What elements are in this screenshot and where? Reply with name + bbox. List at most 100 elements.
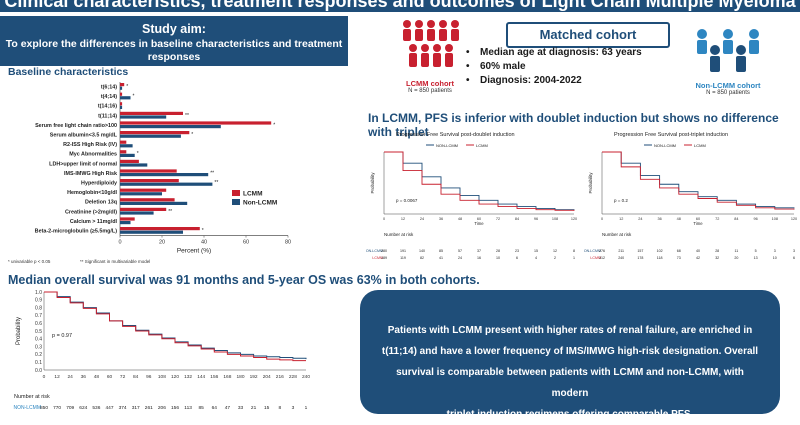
pfs-risk-value: 3 <box>793 249 795 253</box>
bar-category-label: Deletion 13q <box>85 200 117 206</box>
study-aim-text-2: between LCMM and non-LCMM <box>96 66 252 78</box>
os-risk-value: 64 <box>212 405 218 411</box>
os-risk-value: 33 <box>238 405 244 411</box>
bar-category-label: Hyperdiploidy <box>81 181 117 187</box>
os-risk-value: 447 <box>105 405 113 411</box>
bar-significance: ** <box>185 113 189 119</box>
matched-cohort-list: Median age at diagnosis: 63 years 60% ma… <box>466 46 642 88</box>
os-risk-value: 709 <box>66 405 74 411</box>
pfs-risk-label: LCMM <box>372 256 383 260</box>
bar-category-label: Serum albumin<3.5 mg/dL <box>50 133 118 139</box>
non-lcmm-cohort-n: N = 850 patients <box>706 90 750 96</box>
bar-mark <box>120 105 123 109</box>
pfs-risk-value: 8 <box>573 249 575 253</box>
pfs-x-tick-label: 36 <box>439 217 443 221</box>
os-x-tick-label: 180 <box>236 374 244 380</box>
bar-category-label: LDH>upper limit of normal <box>49 161 117 167</box>
pfs-heading: In LCMM, PFS is inferior with doublet in… <box>368 111 779 139</box>
bar-significance: * <box>191 132 193 138</box>
bar-mark <box>120 230 183 234</box>
os-x-tick-label: 204 <box>263 374 271 380</box>
lcmm-cohort-label: LCMM cohort <box>406 79 454 88</box>
os-y-tick-label: 0.2 <box>35 352 42 358</box>
os-x-tick-label: 72 <box>120 374 126 380</box>
os-y-tick-label: 0.4 <box>35 337 42 343</box>
pfs-risk-value: 28 <box>715 249 719 253</box>
pfs-risk-value: 82 <box>420 256 424 260</box>
bar-category-label: Hemoglobin<10g/dl <box>67 190 117 196</box>
pfs-x-tick-label: 108 <box>772 217 778 221</box>
bar-mark <box>120 207 167 211</box>
pfs-risk-value: 15 <box>534 249 538 253</box>
pfs-curve <box>602 151 795 210</box>
pfs-risk-value: 42 <box>696 256 700 260</box>
bar-significance: ** <box>168 209 172 215</box>
pfs-risk-value: 6 <box>516 256 518 260</box>
os-y-tick-label: 0.6 <box>35 321 42 327</box>
pfs-risk-value: 20 <box>734 256 738 260</box>
pfs-y-axis-label: Probability <box>370 172 375 194</box>
os-risk-value: 8 <box>278 405 281 411</box>
pfs-risk-value: 119 <box>400 256 406 260</box>
conclusion-box: Patients with LCMM present with higher r… <box>360 290 780 420</box>
pfs-risk-value: 32 <box>715 256 719 260</box>
bar-legend-swatch <box>232 190 240 196</box>
os-y-axis-label: Probability <box>16 317 22 345</box>
bar-mark <box>120 201 188 205</box>
non-lcmm-cohort-label: Non-LCMM cohort <box>695 81 761 90</box>
pfs-legend-label: LCMM <box>694 143 706 148</box>
bar-mark <box>120 182 213 186</box>
os-risk-value: 317 <box>132 405 140 411</box>
bar-significance: * <box>202 228 204 234</box>
os-x-tick-label: 240 <box>302 374 310 380</box>
bar-mark <box>120 125 221 129</box>
cohort-item-age: Median age at diagnosis: 63 years <box>466 46 642 60</box>
overall-survival-chart: Probability 0.0 0.1 0.2 0.30.4 0.5 0.6 0.7 0.80.… <box>14 290 311 411</box>
os-x-tick-label: 48 <box>94 374 100 380</box>
matched-cohort-title: Matched cohort <box>506 22 670 48</box>
bar-significance: * <box>273 122 275 128</box>
pfs-x-axis-label: Time <box>474 221 484 226</box>
bar-mark <box>120 217 135 221</box>
pfs-x-tick-label: 48 <box>677 217 681 221</box>
bar-mark <box>120 144 133 148</box>
pfs-risk-value: 312 <box>599 256 605 260</box>
os-x-tick-label: 0 <box>43 374 46 380</box>
pfs-x-tick-label: 60 <box>477 217 481 221</box>
pfs-risk-value: 118 <box>657 256 663 260</box>
bar-mark <box>120 198 175 202</box>
os-risk-label: NON-LCMM <box>14 405 42 411</box>
os-x-tick-label: 216 <box>276 374 284 380</box>
os-x-tick-label: 192 <box>250 374 258 380</box>
os-x-tick-label: 120 <box>171 374 179 380</box>
bar-category-label: Creatinine (>2mg/dl) <box>65 209 117 215</box>
pfs-risk-value: 10 <box>496 256 500 260</box>
bar-mark <box>120 153 135 157</box>
os-x-tick-label: 132 <box>184 374 192 380</box>
pfs-x-tick-label: 12 <box>401 217 405 221</box>
pfs-risk-value: 1 <box>573 256 575 260</box>
pfs-risk-value: 85 <box>439 249 443 253</box>
pfs-risk-value: 157 <box>637 249 643 253</box>
bar-x-tick-label: 60 <box>243 240 249 246</box>
pfs-x-tick-label: 0 <box>383 217 385 221</box>
pfs-legend-label: NON-LCMM <box>654 143 676 148</box>
pfs-risk-value: 28 <box>496 249 500 253</box>
os-y-tick-label: 0.8 <box>35 305 42 311</box>
pfs-x-tick-label: 84 <box>734 217 738 221</box>
pfs-risk-value: 140 <box>419 249 425 253</box>
pfs-risk-value: 240 <box>618 256 624 260</box>
study-aim-text-1: To explore the differences in baseline c… <box>5 38 343 63</box>
os-risk-value: 770 <box>53 405 61 411</box>
pfs-risk-value: 12 <box>553 249 557 253</box>
pfs-x-tick-label: 24 <box>420 217 424 221</box>
title-banner: Clinical characteristics, treatment resp… <box>0 0 800 12</box>
bar-mark <box>120 211 154 215</box>
pfs-risk-value: 5 <box>755 249 757 253</box>
pfs-x-tick-label: 24 <box>638 217 642 221</box>
pfs-risk-value: 24 <box>458 256 462 260</box>
pfs-risk-value: 102 <box>657 249 663 253</box>
pfs-y-axis-label: Probability <box>588 172 593 194</box>
pfs-risk-value: 73 <box>677 256 681 260</box>
non-lcmm-people-icon <box>697 29 759 72</box>
